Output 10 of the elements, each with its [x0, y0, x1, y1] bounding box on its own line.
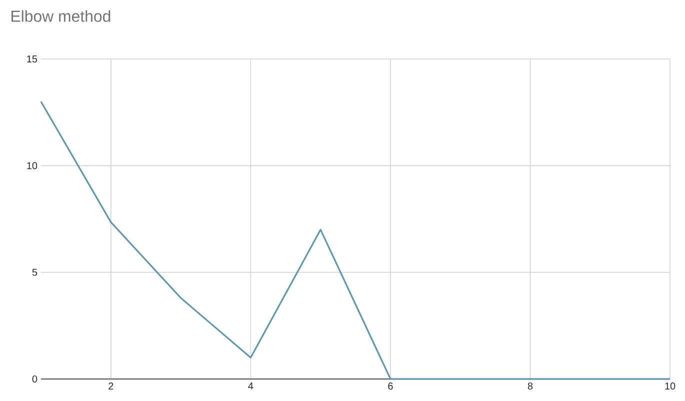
y-tick-label: 5	[32, 268, 38, 276]
y-tick-label: 15	[27, 56, 38, 62]
x-tick-label: 10	[665, 382, 676, 390]
y-tick-label: 0	[32, 375, 38, 383]
y-tick-label: 10	[27, 162, 38, 170]
chart-title: Elbow method	[12, 10, 110, 22]
x-tick-label: 4	[248, 382, 254, 390]
x-tick-label: 8	[528, 382, 533, 390]
x-tick-label: 2	[108, 382, 114, 390]
x-tick-label: 6	[388, 382, 393, 390]
